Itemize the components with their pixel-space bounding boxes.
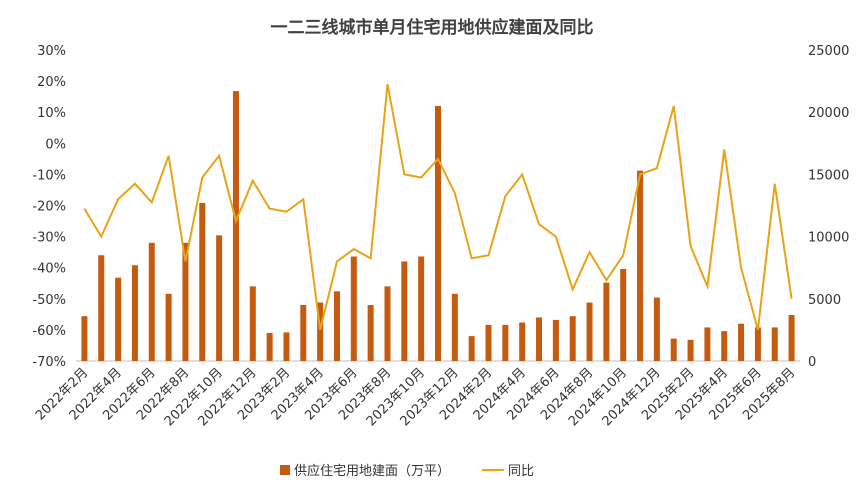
y2-tick-label: 25000 [808, 44, 849, 59]
y2-tick-label: 10000 [808, 231, 849, 246]
y-tick-label: 20% [37, 75, 66, 90]
bar [115, 277, 122, 361]
y2-tick-label: 5000 [808, 293, 841, 308]
bar [687, 339, 694, 361]
y2-tick-label: 20000 [808, 106, 849, 121]
y-tick-label: -70% [32, 355, 66, 370]
bar [182, 242, 189, 361]
bar [536, 317, 543, 361]
legend-swatch [280, 465, 290, 475]
bar [199, 203, 206, 361]
bar [603, 282, 610, 361]
y-tick-label: 0% [45, 137, 66, 152]
y-tick-label: -30% [32, 231, 66, 246]
bar [98, 255, 105, 361]
legend-label: 供应住宅用地建面（万平） [294, 463, 450, 479]
bar [300, 305, 307, 361]
bar [350, 256, 357, 361]
bar [637, 170, 644, 361]
bar [232, 91, 239, 361]
bar [519, 322, 526, 361]
bar [552, 319, 559, 361]
bar [468, 336, 475, 361]
bar [317, 302, 324, 361]
y-tick-label: -20% [32, 200, 66, 215]
y-tick-label: -60% [32, 324, 66, 339]
bar [81, 316, 88, 361]
chart-title: 一二三线城市单月住宅用地供应建面及同比 [271, 17, 594, 38]
bar [653, 297, 660, 361]
bar [788, 314, 795, 361]
bar [283, 332, 290, 361]
y-tick-label: 10% [37, 106, 66, 121]
bar [384, 286, 391, 361]
line [83, 84, 793, 331]
bar [367, 305, 374, 361]
bar [502, 324, 509, 361]
bar [721, 331, 728, 361]
y2-tick-label: 0 [808, 355, 816, 370]
bar [586, 302, 593, 361]
bar [754, 327, 761, 361]
y-tick-label: -40% [32, 262, 66, 277]
y-tick-label: -10% [32, 168, 66, 183]
bar [620, 268, 627, 361]
y-tick-label: 30% [37, 44, 66, 59]
bar [148, 242, 155, 361]
bar [418, 256, 425, 361]
bar [771, 327, 778, 361]
bar [165, 293, 172, 361]
bar [249, 286, 256, 361]
bar [704, 327, 711, 361]
bar [333, 291, 340, 361]
y2-tick-label: 15000 [808, 168, 849, 183]
bar [738, 323, 745, 361]
bar [451, 293, 458, 361]
bar [266, 333, 273, 361]
bar [131, 265, 138, 361]
bar [670, 338, 677, 361]
bar [569, 316, 576, 361]
bar [216, 235, 223, 361]
legend-label: 同比 [508, 464, 534, 479]
bar [401, 261, 408, 361]
y-tick-label: -50% [32, 293, 66, 308]
bar [435, 105, 441, 361]
bar [485, 324, 492, 361]
